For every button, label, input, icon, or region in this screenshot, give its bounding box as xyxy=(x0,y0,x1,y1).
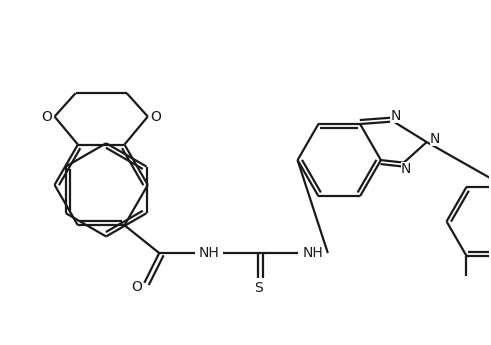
Text: S: S xyxy=(254,281,263,295)
Text: N: N xyxy=(401,161,411,176)
Text: O: O xyxy=(41,110,52,124)
Text: N: N xyxy=(390,109,401,122)
Text: O: O xyxy=(150,110,161,124)
Text: NH: NH xyxy=(198,246,219,260)
Text: O: O xyxy=(131,280,142,294)
Text: N: N xyxy=(430,132,440,146)
Text: NH: NH xyxy=(302,246,324,260)
